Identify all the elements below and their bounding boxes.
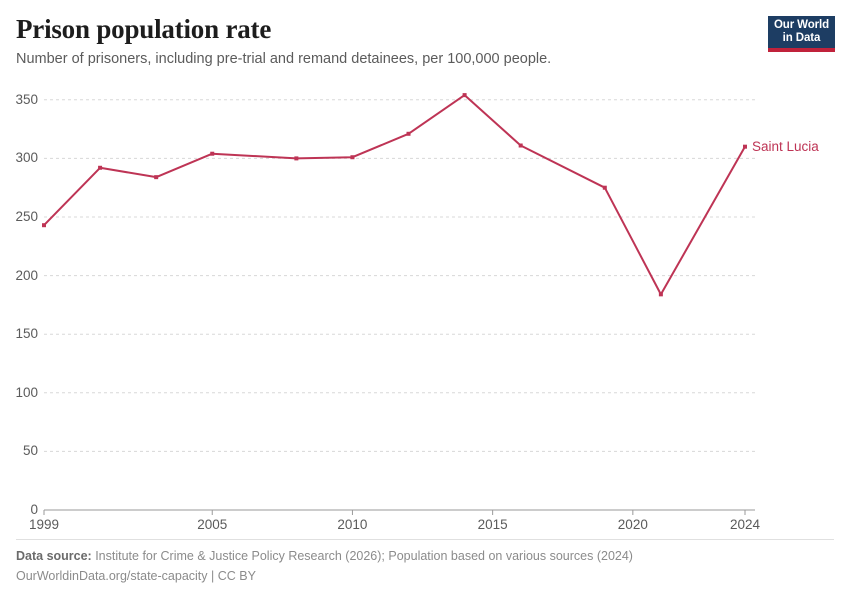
x-axis-tick-label: 2015: [477, 517, 508, 532]
x-axis-tick-label: 2010: [337, 517, 368, 532]
data-point-marker: [98, 165, 103, 170]
data-source-text: Institute for Crime & Justice Policy Res…: [91, 549, 633, 563]
footer-link[interactable]: OurWorldinData.org/state-capacity | CC B…: [16, 569, 256, 583]
data-series-group: [42, 93, 747, 297]
data-source-label: Data source:: [16, 549, 92, 563]
data-point-marker: [154, 175, 159, 180]
data-point-marker: [602, 185, 607, 190]
chart-plot-area[interactable]: 0 50 100 150 200 250 300 350 1999 2005 2010 2015 202…: [0, 80, 850, 540]
x-axis-tick-label: 2020: [617, 517, 648, 532]
data-point-marker: [518, 143, 523, 148]
y-axis-tick-label: 300: [15, 150, 38, 166]
gridlines-group: [44, 99, 755, 452]
data-point-marker: [350, 155, 355, 160]
x-axis-tick-label: 1999: [28, 517, 60, 532]
series-line: [43, 94, 746, 296]
x-axis-tick-label: 2024: [729, 517, 761, 532]
data-point-marker: [462, 93, 467, 98]
y-axis-tick-label: 250: [15, 209, 38, 224]
logo-line-1: Our World: [773, 19, 830, 31]
data-point-marker: [210, 151, 215, 156]
data-point-marker: [294, 156, 299, 161]
axes-group: [43, 509, 755, 515]
line-chart-svg: [42, 93, 755, 515]
data-point-marker: [743, 144, 747, 149]
data-source-line: Data source: Institute for Crime & Justi…: [16, 548, 836, 565]
chart-subtitle: Number of prisoners, including pre-trial…: [16, 51, 552, 67]
y-axis-tick-label: 100: [15, 384, 38, 400]
data-point-marker: [658, 292, 663, 297]
chart-footer: Data source: Institute for Crime & Justi…: [16, 539, 836, 585]
footer-divider: [16, 539, 834, 540]
y-axis-tick-label: 0: [30, 502, 38, 517]
y-axis-tick-label: 200: [15, 267, 38, 283]
data-point-marker: [406, 131, 411, 136]
page-title: Prison population rate: [16, 14, 272, 44]
y-axis-tick-label: 350: [15, 91, 38, 107]
data-point-marker: [42, 223, 46, 228]
x-axis-tick-label: 2005: [197, 517, 228, 532]
logo-line-2: in Data: [782, 31, 821, 44]
y-axis-tick-label: 150: [15, 326, 38, 342]
chart-header: Prison population rate Number of prisone…: [16, 12, 756, 69]
series-end-label[interactable]: Saint Lucia: [752, 138, 819, 154]
y-axis-tick-label: 50: [22, 443, 38, 459]
our-world-in-data-logo[interactable]: Our World in Data: [768, 16, 835, 52]
